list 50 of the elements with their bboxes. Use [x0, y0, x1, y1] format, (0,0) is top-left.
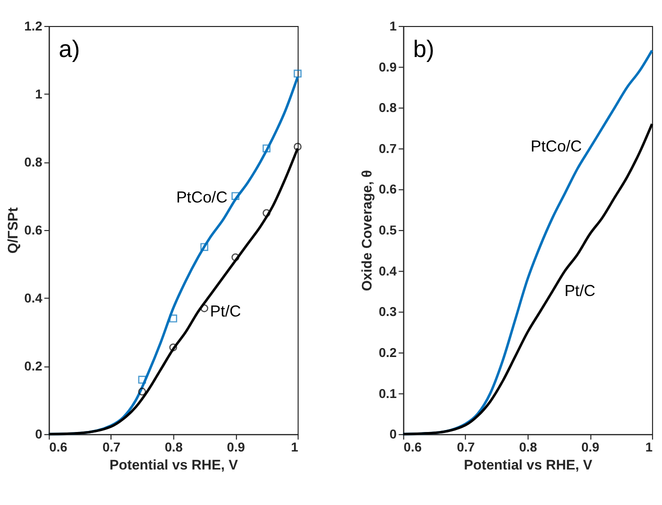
y-tick-label: 0.2	[24, 358, 42, 374]
y-tick-label: 0.2	[378, 344, 397, 360]
point	[262, 209, 270, 217]
series-label: Pt/C	[210, 304, 241, 321]
x-tick-label: 0.6	[49, 440, 68, 455]
y-tick-label: 1	[35, 86, 42, 102]
series-label: PtCo/C	[176, 189, 228, 206]
x-tick-label: 0.7	[456, 440, 475, 455]
y-tick-label: 0.6	[24, 222, 42, 238]
y-tick-label: 0.9	[378, 59, 397, 74]
y-tick-label: 0	[390, 426, 397, 442]
x-tick-label: 0.6	[404, 440, 422, 455]
y-tick-label: 0	[35, 426, 42, 442]
y-tick-label: 1.2	[24, 18, 42, 34]
y-tick-label: 1	[390, 18, 397, 34]
y-tick-label: 0.4	[378, 263, 398, 278]
x-axis-title: Potential vs RHE, V	[464, 456, 594, 472]
annotation: a)	[58, 36, 80, 63]
point	[200, 304, 208, 312]
x-tick-label: 0.7	[102, 440, 120, 455]
point	[138, 388, 146, 396]
y-tick-label: 0.3	[378, 304, 397, 320]
point	[200, 243, 208, 251]
annotation: b)	[413, 36, 434, 63]
point	[169, 343, 178, 352]
y-tick-label: 0.4	[24, 290, 44, 306]
x-tick-label: 0.9	[226, 440, 245, 455]
y-axis-title: Q/ΓSPt	[4, 207, 20, 254]
y-tick-label: 0.5	[378, 222, 397, 238]
point	[231, 192, 240, 200]
x-tick-label: 1	[290, 440, 298, 455]
point	[262, 144, 270, 152]
series-label: PtCo/C	[530, 138, 582, 156]
y-axis-title: Oxide Coverage, θ	[358, 170, 375, 292]
x-axis-title: Potential vs RHE, V	[109, 456, 239, 472]
point	[169, 314, 178, 322]
x-tick-label: 0.8	[519, 440, 538, 455]
point	[138, 376, 146, 384]
y-tick-label: 0.8	[24, 154, 42, 170]
point	[294, 70, 302, 78]
x-tick-label: 0.8	[164, 440, 183, 455]
y-tick-label: 0.8	[378, 100, 397, 116]
y-tick-label: 0.1	[378, 386, 397, 401]
x-tick-label: 1	[645, 440, 653, 455]
y-tick-label: 0.7	[378, 140, 397, 156]
series-label: Pt/C	[564, 283, 596, 300]
point	[294, 142, 302, 151]
point	[231, 253, 240, 262]
x-tick-label: 0.9	[581, 440, 600, 455]
y-tick-label: 0.6	[378, 182, 397, 197]
